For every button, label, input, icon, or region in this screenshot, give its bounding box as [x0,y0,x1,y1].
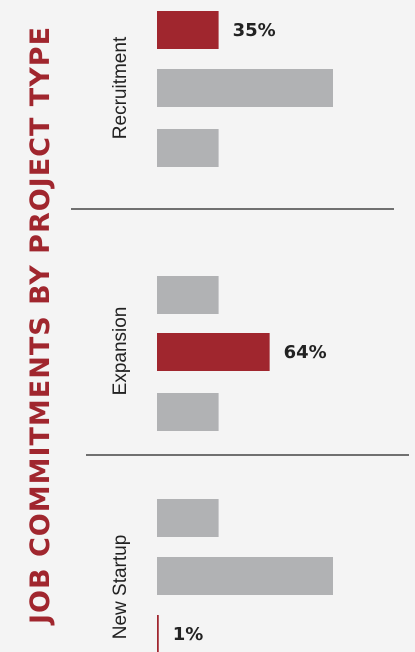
bar-expansion-3 [157,393,219,431]
bar-new-startup-1 [157,499,219,537]
bar-new-startup-3 [157,615,159,652]
value-label-recruitment: 35% [233,20,276,41]
group-label-expansion: Expansion [110,307,131,396]
group-label-recruitment: Recruitment [110,36,131,139]
bar-expansion-2 [157,333,270,371]
chart-title: JOB COMMITMENTS BY PROJECT TYPE [25,26,56,626]
value-label-expansion: 64% [284,342,327,363]
bar-expansion-1 [157,276,219,314]
value-label-new-startup: 1% [173,624,204,645]
group-label-new-startup: New Startup [110,535,131,640]
bar-recruitment-3 [157,129,219,167]
bar-recruitment-2 [157,69,333,107]
bar-new-startup-2 [157,557,333,595]
bar-recruitment-1 [157,11,219,49]
